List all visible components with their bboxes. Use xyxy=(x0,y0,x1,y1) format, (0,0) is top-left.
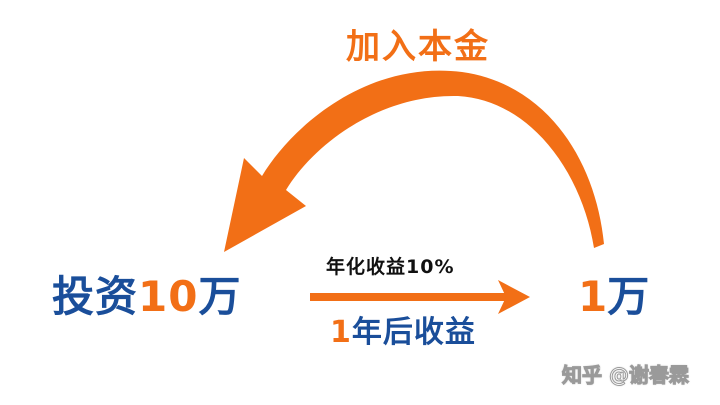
curved-arrow-body xyxy=(224,70,604,253)
after-prefix: 1 xyxy=(330,315,352,350)
invest-label: 投资10万 xyxy=(52,276,241,318)
after-one-year-label: 1年后收益 xyxy=(330,318,476,348)
invest-prefix: 投资 xyxy=(52,272,139,321)
straight-arrow-shaft xyxy=(310,293,506,301)
after-rest: 年后收益 xyxy=(351,315,476,350)
invest-unit: 万 xyxy=(198,272,242,321)
result-unit: 万 xyxy=(607,272,650,321)
result-label: 1万 xyxy=(578,276,649,318)
watermark-text: 知乎 @谢春霖 xyxy=(562,363,690,387)
straight-arrow xyxy=(310,280,530,314)
invest-amount: 10 xyxy=(138,272,199,321)
result-amount: 1 xyxy=(578,272,608,321)
add-principal-label: 加入本金 xyxy=(346,27,490,67)
straight-arrow-head xyxy=(498,280,530,314)
annual-rate-label: 年化收益10% xyxy=(326,256,455,278)
